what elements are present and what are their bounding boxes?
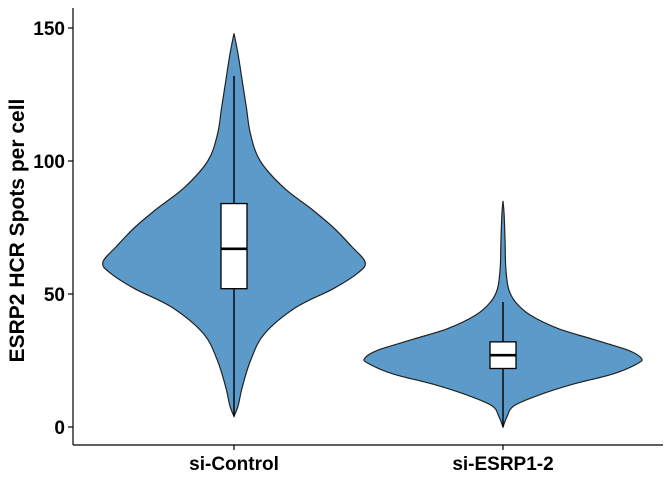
y-tick-label: 100 [33,152,65,173]
violin-group [102,33,366,419]
y-tick-label: 50 [44,285,65,306]
plot-area [102,33,643,429]
x-tick-label: si-ESRP1-2 [452,454,553,475]
y-tick-label: 150 [33,19,65,40]
x-tick-label: si-Control [189,454,279,475]
y-axis-ticks: 0 50 100 150 [33,19,73,439]
x-axis-ticks: si-Control si-ESRP1-2 [189,445,554,475]
y-axis-title: ESRP2 HCR Spots per cell [6,99,29,363]
violin-group [363,200,643,429]
box-iqr [220,202,248,290]
y-tick-label: 0 [54,418,65,439]
